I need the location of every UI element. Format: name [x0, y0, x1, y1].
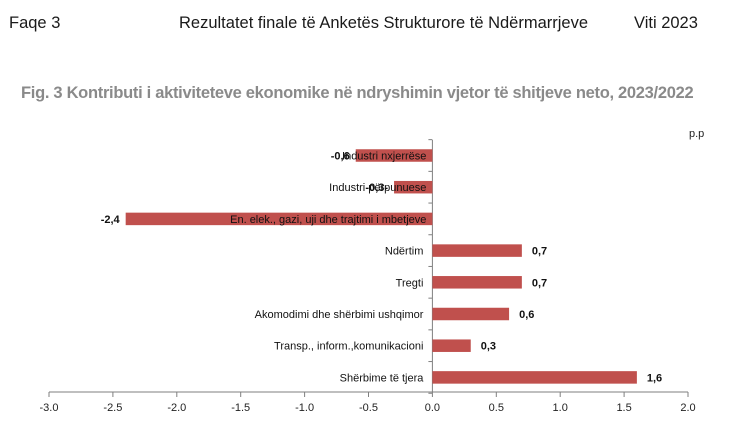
category-label: Ndërtim: [385, 246, 424, 258]
x-tick-label: -3.0: [40, 402, 59, 414]
data-label: -0,3-: [365, 182, 388, 194]
bar: [432, 339, 471, 352]
chart-title: Fig. 3 Kontributi i aktiviteteve ekonomi…: [21, 84, 694, 102]
bar: [355, 149, 433, 162]
unit-label: p.p: [689, 128, 705, 140]
x-tick-label: -0.5: [359, 402, 378, 414]
x-tick-label: -1.5: [231, 402, 250, 414]
category-label: Transp., inform.,komunikacioni: [274, 341, 423, 353]
x-tick-label: 0.5: [489, 402, 504, 414]
x-tick-label: 1.5: [616, 402, 631, 414]
data-label: 0,7: [532, 246, 547, 258]
bar: [432, 307, 510, 321]
bar: [432, 244, 522, 257]
bar: [394, 180, 433, 194]
category-label: Industri nxjerrëse: [342, 151, 426, 163]
data-label: 0,3: [481, 341, 496, 353]
data-label: 0,6: [519, 309, 534, 321]
page-number: Faqe 3: [9, 14, 61, 32]
category-label: Shërbime të tjera: [340, 372, 425, 384]
bar: [432, 371, 637, 384]
x-tick-label: -1.0: [295, 402, 314, 414]
report-year: Viti 2023: [634, 14, 698, 32]
category-label: Akomodimi dhe shërbimi ushqimor: [255, 309, 424, 321]
x-tick-label: 2.0: [680, 402, 695, 414]
report-title: Rezultatet finale të Anketës Strukturore…: [179, 14, 589, 32]
bar: [432, 276, 522, 289]
bar: [125, 212, 433, 226]
x-tick-label: -2.5: [103, 402, 122, 414]
x-tick-label: 1.0: [553, 402, 568, 414]
x-tick-label: -2.0: [167, 402, 186, 414]
data-label: 1,6: [647, 372, 662, 384]
data-label: -2,4: [101, 214, 121, 226]
category-label: Industri përpunuese: [329, 182, 426, 194]
category-label: Tregti: [396, 277, 424, 289]
data-label: 0,7: [532, 277, 547, 289]
x-tick-label: 0.0: [425, 402, 440, 414]
category-label: En. elek., gazi, uji dhe trajtimi i mbet…: [230, 214, 426, 226]
data-label: -0,6: [331, 151, 350, 163]
